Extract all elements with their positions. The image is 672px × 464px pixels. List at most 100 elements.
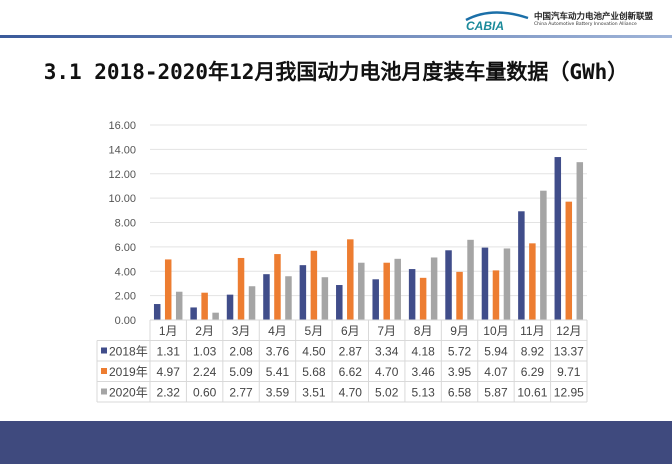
data-label: 8.92 [521, 345, 545, 359]
x-category-label: 5月 [305, 324, 324, 338]
bar-2019年 [164, 259, 172, 320]
bar-2020年 [175, 291, 183, 320]
data-label: 5.87 [484, 386, 508, 400]
bar-2018年 [445, 250, 452, 320]
y-tick-label: 12.00 [108, 169, 136, 181]
data-label: 4.07 [484, 365, 508, 379]
data-label: 3.46 [411, 365, 435, 379]
data-label: 3.34 [375, 345, 399, 359]
data-label: 3.95 [448, 365, 472, 379]
bar-2020年 [248, 286, 256, 320]
bar-2020年 [212, 312, 219, 320]
data-label: 5.13 [411, 386, 435, 400]
data-label: 4.70 [375, 365, 399, 379]
data-label: 5.02 [375, 386, 399, 400]
data-label: 4.18 [411, 345, 435, 359]
y-tick-label: 14.00 [108, 144, 136, 156]
x-category-label: 2月 [195, 324, 214, 338]
y-tick-label: 10.00 [108, 193, 136, 205]
x-category-label: 11月 [520, 324, 544, 338]
y-tick-label: 6.00 [115, 242, 136, 254]
data-label: 0.60 [193, 386, 217, 400]
y-tick-label: 16.00 [108, 120, 136, 132]
data-label: 3.51 [302, 386, 326, 400]
x-category-label: 10月 [483, 324, 508, 338]
data-label: 5.09 [229, 365, 253, 379]
bar-2019年 [565, 201, 573, 320]
data-label: 2.77 [229, 386, 253, 400]
bar-2018年 [481, 247, 489, 320]
bar-2018年 [372, 279, 379, 320]
legend-key [101, 368, 107, 374]
data-label: 13.37 [554, 345, 584, 359]
x-category-label: 4月 [268, 324, 287, 338]
data-label: 2.08 [229, 345, 253, 359]
data-label: 2.32 [157, 386, 181, 400]
legend-key [101, 388, 107, 395]
legend-label: 2018年 [109, 345, 148, 359]
chart: 0.00 2.00 4.00 6.00 8.00 10.00 12.00 14.00 16.00… [96, 120, 588, 403]
data-label: 1.03 [193, 345, 217, 359]
bar-2018年 [190, 307, 197, 320]
bar-2020年 [394, 258, 401, 320]
bar-2019年 [274, 254, 281, 320]
bar-2019年 [456, 271, 463, 320]
data-label: 6.58 [448, 386, 472, 400]
y-tick-label: 0.00 [115, 315, 136, 327]
x-category-label: 8月 [414, 324, 433, 338]
bar-2020年 [358, 262, 365, 320]
bar-2019年 [347, 239, 354, 320]
cabia-logo-mark: CABIA [465, 11, 529, 33]
data-label: 4.50 [302, 345, 326, 359]
slide-title: 3.1 2018-2020年12月我国动力电池月度装车量数据（GWh） [43, 60, 629, 84]
x-category-label: 7月 [377, 324, 396, 338]
bar-2018年 [408, 269, 416, 320]
data-label: 5.68 [302, 365, 326, 379]
data-label: 5.72 [448, 345, 472, 359]
data-label: 5.94 [484, 345, 508, 359]
bar-2020年 [540, 190, 547, 320]
bar-2018年 [336, 285, 343, 320]
bar-2019年 [310, 250, 318, 320]
data-label: 1.31 [157, 345, 181, 359]
y-tick-label: 8.00 [115, 218, 136, 230]
data-label: 2.24 [193, 365, 217, 379]
legend-key [101, 347, 107, 354]
legend-label: 2020年 [109, 386, 148, 400]
header-divider [0, 35, 672, 38]
data-label: 5.41 [266, 365, 290, 379]
data-label: 4.97 [157, 365, 181, 379]
x-category-label: 6月 [341, 324, 360, 338]
footer-band [0, 421, 672, 464]
data-label: 9.71 [557, 365, 581, 379]
x-category-label: 3月 [232, 324, 251, 338]
data-label: 4.70 [339, 386, 363, 400]
bar-2018年 [518, 211, 525, 320]
bar-2019年 [529, 243, 536, 320]
data-label: 3.76 [266, 345, 290, 359]
bar-2018年 [263, 274, 270, 320]
x-category-label: 9月 [450, 324, 469, 338]
bar-2019年 [492, 270, 500, 320]
legend-label: 2019年 [109, 365, 148, 379]
bar-2018年 [226, 294, 234, 320]
bar-2020年 [576, 162, 584, 320]
bar-2019年 [237, 257, 245, 320]
data-label: 12.95 [554, 386, 584, 400]
bar-2020年 [285, 276, 292, 320]
data-label: 3.59 [266, 386, 290, 400]
x-category-label: 1月 [159, 324, 178, 338]
bar-2019年 [419, 277, 427, 320]
bar-2020年 [321, 277, 329, 320]
data-label: 6.29 [521, 365, 545, 379]
bar-2018年 [153, 304, 161, 320]
y-tick-label: 2.00 [115, 291, 136, 303]
data-label: 10.61 [517, 386, 547, 400]
bar-2020年 [503, 248, 511, 320]
data-label: 6.62 [339, 365, 363, 379]
cabia-logo: CABIA 中国汽车动力电池产业创新联盟 China Automotive Ba… [462, 8, 667, 33]
logo-en: China Automotive Battery Innovation Alli… [534, 22, 637, 27]
svg-text:CABIA: CABIA [466, 19, 504, 32]
bar-2020年 [467, 239, 474, 320]
bar-2019年 [201, 292, 208, 320]
